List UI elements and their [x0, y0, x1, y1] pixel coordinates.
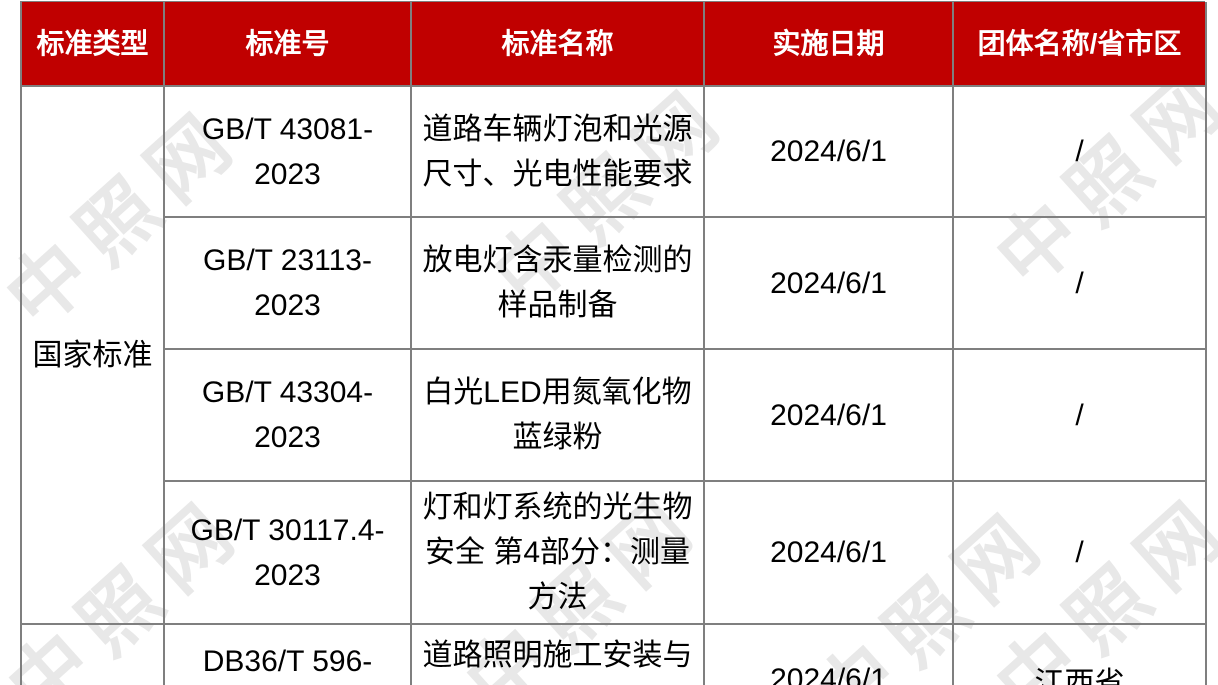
standards-table: 标准类型 标准号 标准名称 实施日期 团体名称/省市区 国家标准 GB/T 43… — [20, 1, 1207, 685]
cell-implementation-date: 2024/6/1 — [705, 625, 954, 685]
cell-implementation-date: 2024/6/1 — [705, 87, 954, 218]
cell-standard-number: GB/T 30117.4-2023 — [165, 482, 412, 625]
cell-standard-number: GB/T 43304-2023 — [165, 350, 412, 482]
cell-standard-number: DB36/T 596- — [165, 625, 412, 685]
cell-standard-type-next-group — [22, 625, 165, 685]
cell-standard-number: GB/T 23113-2023 — [165, 218, 412, 350]
header-standard-number: 标准号 — [165, 2, 412, 87]
cell-org-region: / — [954, 482, 1207, 625]
cell-standard-name: 白光LED用氮氧化物蓝绿粉 — [412, 350, 705, 482]
header-standard-type: 标准类型 — [22, 2, 165, 87]
cell-standard-number: GB/T 43081-2023 — [165, 87, 412, 218]
cell-org-region: / — [954, 350, 1207, 482]
cell-standard-type-national: 国家标准 — [22, 87, 165, 625]
cell-standard-name: 灯和灯系统的光生物安全 第4部分：测量方法 — [412, 482, 705, 625]
cell-org-region: / — [954, 218, 1207, 350]
header-implementation-date: 实施日期 — [705, 2, 954, 87]
cell-org-region: 江西省 — [954, 625, 1207, 685]
cell-standard-name: 道路照明施工安装与 — [412, 625, 705, 685]
cell-standard-name: 道路车辆灯泡和光源尺寸、光电性能要求 — [412, 87, 705, 218]
cell-org-region: / — [954, 87, 1207, 218]
cell-implementation-date: 2024/6/1 — [705, 482, 954, 625]
cell-implementation-date: 2024/6/1 — [705, 218, 954, 350]
header-org-region: 团体名称/省市区 — [954, 2, 1207, 87]
cell-implementation-date: 2024/6/1 — [705, 350, 954, 482]
cell-standard-name: 放电灯含汞量检测的样品制备 — [412, 218, 705, 350]
header-standard-name: 标准名称 — [412, 2, 705, 87]
